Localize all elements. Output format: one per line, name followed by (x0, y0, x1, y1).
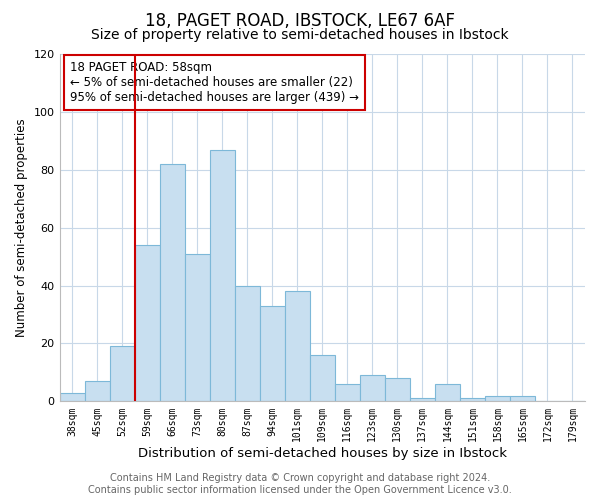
Bar (134, 245, 160, 402)
Bar (485, 396, 510, 402)
Text: 18 PAGET ROAD: 58sqm
← 5% of semi-detached houses are smaller (22)
95% of semi-d: 18 PAGET ROAD: 58sqm ← 5% of semi-detach… (70, 61, 359, 104)
Bar (385, 378, 410, 402)
Bar (235, 286, 260, 402)
Bar (435, 384, 460, 402)
Bar (335, 384, 360, 402)
Bar (510, 396, 535, 402)
X-axis label: Distribution of semi-detached houses by size in Ibstock: Distribution of semi-detached houses by … (138, 447, 507, 460)
Bar (85, 381, 110, 402)
Bar (360, 376, 385, 402)
Text: Contains HM Land Registry data © Crown copyright and database right 2024.
Contai: Contains HM Land Registry data © Crown c… (88, 474, 512, 495)
Bar (460, 398, 485, 402)
Bar (260, 306, 285, 402)
Bar (110, 346, 134, 402)
Bar (285, 292, 310, 402)
Bar (209, 150, 235, 402)
Bar (160, 164, 185, 402)
Text: 18, PAGET ROAD, IBSTOCK, LE67 6AF: 18, PAGET ROAD, IBSTOCK, LE67 6AF (145, 12, 455, 30)
Bar (59, 392, 85, 402)
Y-axis label: Number of semi-detached properties: Number of semi-detached properties (15, 118, 28, 337)
Bar (185, 254, 209, 402)
Bar (410, 398, 435, 402)
Bar (310, 355, 335, 402)
Text: Size of property relative to semi-detached houses in Ibstock: Size of property relative to semi-detach… (91, 28, 509, 42)
